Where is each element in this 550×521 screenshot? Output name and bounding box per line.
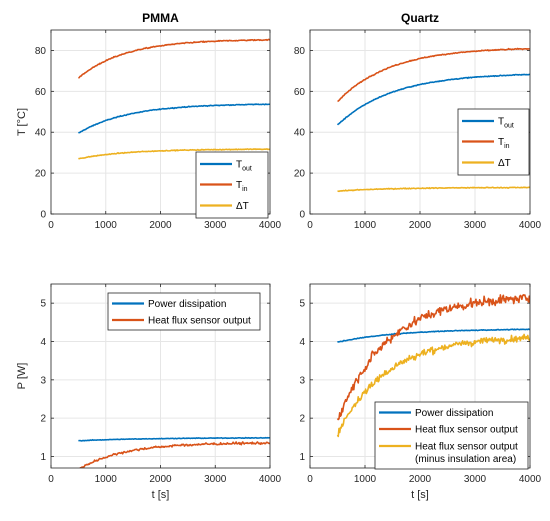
x-tick-label: 2000 <box>149 474 172 485</box>
legend-label: Tin <box>236 180 248 193</box>
y-tick-label: 4 <box>40 337 46 348</box>
x-axis-label: t [s] <box>152 489 170 501</box>
y-tick-label: 40 <box>294 128 306 139</box>
y-tick-label: 3 <box>299 375 305 386</box>
x-tick-label: 0 <box>48 474 54 485</box>
legend-label-line2: (minus insulation area) <box>415 454 516 465</box>
x-tick-label: 0 <box>307 474 313 485</box>
y-tick-label: 5 <box>299 299 305 310</box>
legend-label: Tin <box>498 137 510 150</box>
x-tick-label: 2000 <box>409 474 432 485</box>
x-tick-label: 4000 <box>259 474 282 485</box>
x-tick-label: 3000 <box>204 474 227 485</box>
chart-panel-2: 0 1000 2000 3000 4000020406080QuartzToutTinΔ… <box>294 11 542 231</box>
series-line-1 <box>78 103 270 134</box>
y-axis-label: P [W] <box>16 363 28 390</box>
chart-panel-3: 0 1000 2000 3000 4000 1 2 3 4 5 t [s] P [W] Power di… <box>16 283 282 501</box>
legend-label: Power dissipation <box>415 408 493 419</box>
y-tick-label: 60 <box>294 87 306 98</box>
y-tick-label: 80 <box>35 46 47 57</box>
y-tick-label: 0 <box>40 210 46 221</box>
x-tick-label: 1000 <box>95 220 118 231</box>
x-tick-label: 1000 <box>354 474 377 485</box>
legend-label-subscript: out <box>504 123 514 130</box>
x-tick-label: 4000 <box>519 474 542 485</box>
legend-label: Power dissipation <box>148 299 226 310</box>
legend-label: Heat flux sensor output <box>148 316 251 327</box>
x-tick-label: 2000 <box>149 220 172 231</box>
legend-label-subscript: out <box>242 166 252 173</box>
series-line-2 <box>337 47 530 103</box>
x-tick-label: 4000 <box>259 220 282 231</box>
y-tick-label: 2 <box>40 414 46 425</box>
y-tick-label: 1 <box>40 452 46 463</box>
y-tick-label: 20 <box>294 169 306 180</box>
chart-title: Quartz <box>401 11 439 25</box>
legend-label: Heat flux sensor output <box>415 425 518 436</box>
series-line-3 <box>336 333 530 438</box>
y-tick-label: 20 <box>35 169 47 180</box>
y-tick-label: 1 <box>299 452 305 463</box>
legend-label: ΔT <box>236 201 249 212</box>
x-tick-label: 4000 <box>519 220 542 231</box>
chart-panel-4: 0 1000 2000 3000 4000 1 2 3 4 5 t [s] Power dissipa… <box>299 283 542 501</box>
series-line-1 <box>336 328 530 344</box>
legend: Power dissipation Heat flux sensor output <box>107 292 261 331</box>
y-tick-label: 40 <box>35 128 47 139</box>
y-tick-label: 3 <box>40 375 46 386</box>
legend: Power dissipation Heat flux sensor output… <box>374 401 529 470</box>
x-tick-label: 2000 <box>409 220 432 231</box>
x-tick-label: 0 <box>48 220 54 231</box>
y-tick-label: 60 <box>35 87 47 98</box>
series-line-3 <box>337 186 530 193</box>
series-line-2 <box>78 38 270 79</box>
series-line-2 <box>79 441 270 468</box>
series-line-1 <box>78 436 270 442</box>
series-line-3 <box>78 148 270 160</box>
x-axis-label: t [s] <box>411 489 429 501</box>
legend-label-subscript: in <box>242 186 248 193</box>
legend-label-subscript: in <box>504 143 510 150</box>
y-tick-label: 4 <box>299 337 305 348</box>
x-tick-label: 3000 <box>464 220 487 231</box>
y-tick-label: 80 <box>294 46 306 57</box>
x-tick-label: 3000 <box>464 474 487 485</box>
legend-label: Heat flux sensor output <box>415 442 518 453</box>
legend-label: ΔT <box>498 158 511 169</box>
series-line-2 <box>336 294 530 421</box>
y-axis-label: T [°C] <box>16 108 28 136</box>
y-tick-label: 2 <box>299 414 305 425</box>
x-tick-label: 3000 <box>204 220 227 231</box>
y-tick-label: 0 <box>299 210 305 221</box>
legend-box <box>107 292 261 331</box>
x-tick-label: 0 <box>307 220 313 231</box>
x-tick-label: 1000 <box>95 474 118 485</box>
series-line-1 <box>336 73 530 126</box>
x-tick-label: 1000 <box>354 220 377 231</box>
chart-title: PMMA <box>142 11 179 25</box>
y-tick-label: 5 <box>40 299 46 310</box>
